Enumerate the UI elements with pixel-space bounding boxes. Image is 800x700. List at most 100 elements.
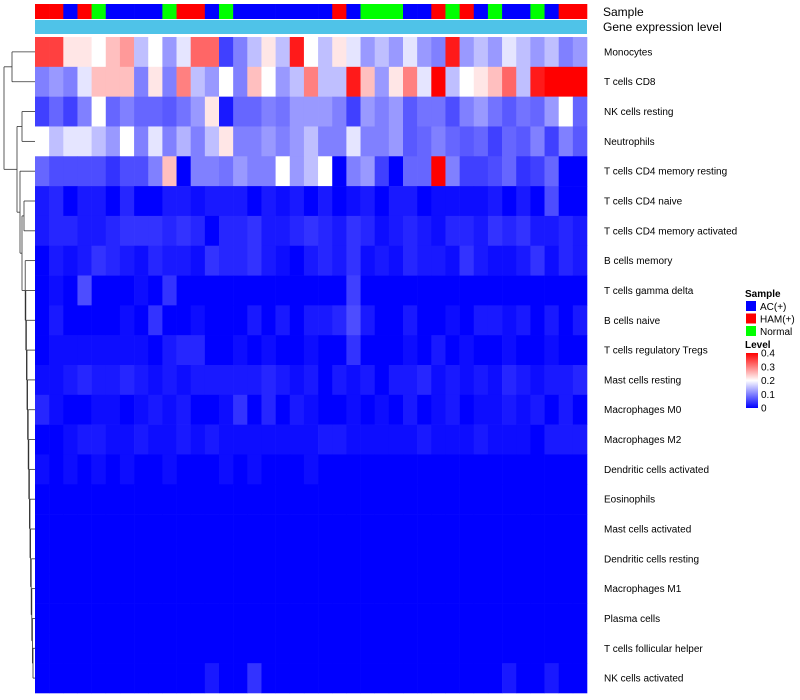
heatmap-cell [105, 484, 121, 515]
heatmap-cell [35, 275, 50, 306]
heatmap-cell [473, 126, 489, 157]
heatmap-cell [346, 603, 361, 634]
heatmap-cell [558, 245, 574, 276]
heatmap-cell [388, 305, 404, 336]
heatmap-cell [119, 454, 135, 485]
heatmap-cell [459, 156, 475, 187]
heatmap-cell [388, 66, 404, 97]
heatmap-cell [91, 37, 107, 68]
sample-annotation-cell [544, 4, 559, 19]
heatmap-cell [49, 365, 64, 396]
heatmap-cell [275, 305, 291, 336]
heatmap-cell [558, 424, 574, 455]
heatmap-cell [431, 603, 446, 634]
heatmap-cell [134, 335, 149, 366]
heatmap-cell [558, 633, 574, 664]
heatmap-cell [332, 484, 347, 515]
heatmap-cell [63, 186, 78, 217]
heatmap-cell [49, 543, 64, 575]
heatmap-cell [388, 394, 404, 425]
heatmap-cell [431, 454, 446, 485]
heatmap-cell [233, 365, 248, 396]
heatmap-cell [558, 126, 574, 157]
heatmap-cell [487, 37, 503, 68]
heatmap-cell [49, 484, 64, 515]
sample-annotation-cell [502, 4, 517, 19]
heatmap-cell [91, 573, 107, 604]
heatmap-cell [516, 424, 531, 455]
heatmap-cell [148, 633, 163, 664]
heatmap-cell [346, 663, 361, 694]
heatmap-cell [417, 215, 432, 247]
row-label: NK cells resting [604, 107, 673, 118]
heatmap-cell [516, 663, 531, 694]
heatmap-cell [487, 96, 503, 127]
sample-annotation-cell [148, 4, 163, 19]
heatmap-cell [176, 96, 191, 127]
heatmap-cell [261, 573, 276, 604]
heatmap-cell [388, 663, 404, 694]
heatmap-cell [374, 365, 390, 396]
heatmap-cell [261, 305, 276, 336]
heatmap-cell [275, 543, 291, 575]
heatmap-cell [530, 573, 545, 604]
heatmap-cell [445, 215, 460, 247]
heatmap-cell [346, 633, 361, 664]
heatmap-cell [403, 275, 418, 306]
heatmap-cell [445, 543, 460, 575]
heatmap-cell [261, 484, 276, 515]
heatmap-cell [63, 424, 78, 455]
heatmap-cell [35, 424, 50, 455]
heatmap-cell [233, 603, 248, 634]
heatmap-cell [388, 633, 404, 664]
heatmap-cell [176, 156, 191, 187]
heatmap-cell [105, 394, 121, 425]
sample-annotation-cell [445, 4, 460, 19]
heatmap-cell [530, 454, 545, 485]
heatmap-cell [473, 543, 489, 575]
heatmap-cell [417, 484, 432, 515]
heatmap-cell [275, 424, 291, 455]
heatmap-cell [77, 156, 92, 187]
heatmap-cell [388, 96, 404, 127]
heatmap-cell [35, 66, 50, 97]
heatmap-cell [35, 335, 50, 366]
sample-annotation-cell [275, 4, 291, 19]
legend: Sample AC(+) HAM(+)Normal Level 0.4 0.3 0.2… [745, 289, 795, 415]
heatmap-cell [544, 573, 559, 604]
row-label: B cells memory [604, 256, 672, 267]
legend-level-tick: 0.4 [761, 349, 775, 360]
heatmap-cell [544, 215, 559, 247]
heatmap-cell [360, 186, 375, 217]
heatmap-cell [119, 543, 135, 575]
heatmap-cell [289, 663, 305, 694]
sample-annotation-cell [233, 4, 248, 19]
heatmap-cell [445, 424, 460, 455]
row-label: Neutrophils [604, 137, 655, 148]
heatmap-cell [459, 543, 475, 575]
heatmap-cell [318, 663, 333, 694]
heatmap-cell [63, 394, 78, 425]
heatmap-cell [374, 66, 390, 97]
heatmap-cell [360, 633, 375, 664]
heatmap-cell [572, 126, 588, 157]
heatmap-cell [35, 663, 50, 694]
heatmap-cell [516, 454, 531, 485]
heatmap-cell [572, 156, 588, 187]
heatmap-cell [473, 514, 489, 545]
row-label: Eosinophils [604, 495, 655, 506]
heatmap-cell [487, 365, 503, 396]
heatmap-cell [148, 484, 163, 515]
heatmap-cell [77, 454, 92, 485]
heatmap-cell [417, 424, 432, 455]
sample-annotation-track [35, 4, 588, 19]
heatmap-cell [204, 37, 220, 68]
heatmap-cell [303, 365, 319, 396]
heatmap-cell [219, 394, 234, 425]
heatmap-cell [360, 156, 375, 187]
heatmap-cell [162, 275, 177, 306]
heatmap-cell [403, 186, 418, 217]
heatmap-cell [91, 603, 107, 634]
heatmap-cell [572, 424, 588, 455]
